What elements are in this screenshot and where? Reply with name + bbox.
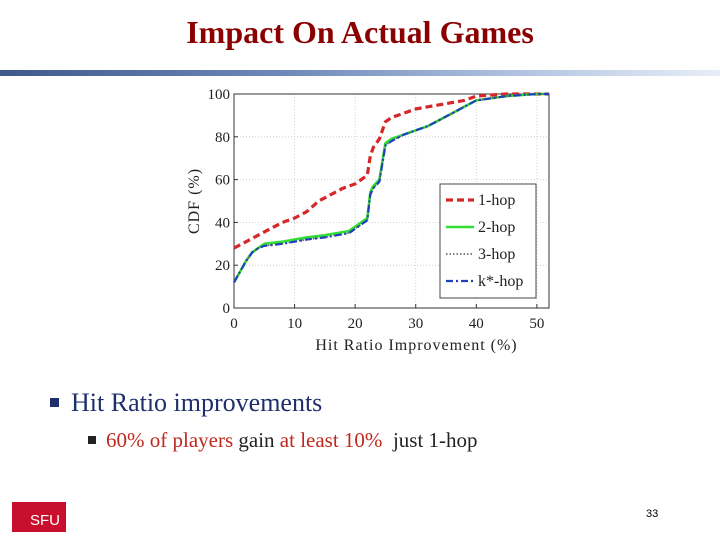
legend-label: 1-hop bbox=[478, 192, 515, 209]
x-tick-label: 30 bbox=[408, 316, 423, 332]
sub-bullet-part3: at least 10% bbox=[279, 428, 383, 452]
y-tick-label: 40 bbox=[215, 215, 230, 231]
bullet-square-icon bbox=[50, 397, 59, 407]
sub-bullet-part2: gain bbox=[233, 428, 280, 452]
bullet-square-icon bbox=[88, 436, 96, 445]
page-number: 33 bbox=[646, 508, 659, 520]
legend-box bbox=[439, 183, 537, 299]
series-line-kstar-hop bbox=[233, 92, 549, 283]
y-axis-label: CDF (%) bbox=[186, 168, 203, 234]
x-tick-label: 0 bbox=[230, 316, 238, 332]
sfu-logo: SFU bbox=[12, 502, 66, 532]
y-tick-label: 0 bbox=[223, 301, 231, 317]
legend-label: 2-hop bbox=[478, 219, 515, 236]
x-tick-label: 40 bbox=[469, 316, 484, 332]
x-tick-label: 20 bbox=[348, 316, 363, 332]
bullet-hit-ratio-text: Hit Ratio improvements bbox=[71, 388, 323, 417]
sub-bullet-part1: 60% of players bbox=[106, 428, 234, 452]
legend-label: 3-hop bbox=[478, 246, 515, 263]
x-tick-label: 50 bbox=[529, 316, 544, 332]
y-tick-label: 60 bbox=[215, 173, 230, 189]
y-tick-label: 80 bbox=[215, 130, 230, 146]
slide-title: Impact On Actual Games bbox=[186, 14, 534, 50]
x-axis-label: Hit Ratio Improvement (%) bbox=[315, 337, 517, 354]
title-divider bbox=[0, 70, 720, 76]
y-tick-label: 100 bbox=[208, 87, 231, 103]
x-tick-label: 10 bbox=[287, 316, 302, 332]
series-line-1-hop bbox=[233, 92, 549, 250]
sub-bullet-part4: just 1-hop bbox=[382, 428, 478, 452]
plot-frame bbox=[233, 93, 550, 309]
bullet-hit-ratio: Hit Ratio improvements bbox=[50, 388, 322, 418]
sub-bullet-players: 60% of players gain at least 10% just 1-… bbox=[88, 428, 478, 453]
logo-text: SFU bbox=[30, 512, 60, 529]
series-line-3-hop bbox=[233, 93, 549, 283]
legend-label: k*-hop bbox=[478, 273, 523, 290]
y-tick-label: 20 bbox=[215, 258, 230, 274]
